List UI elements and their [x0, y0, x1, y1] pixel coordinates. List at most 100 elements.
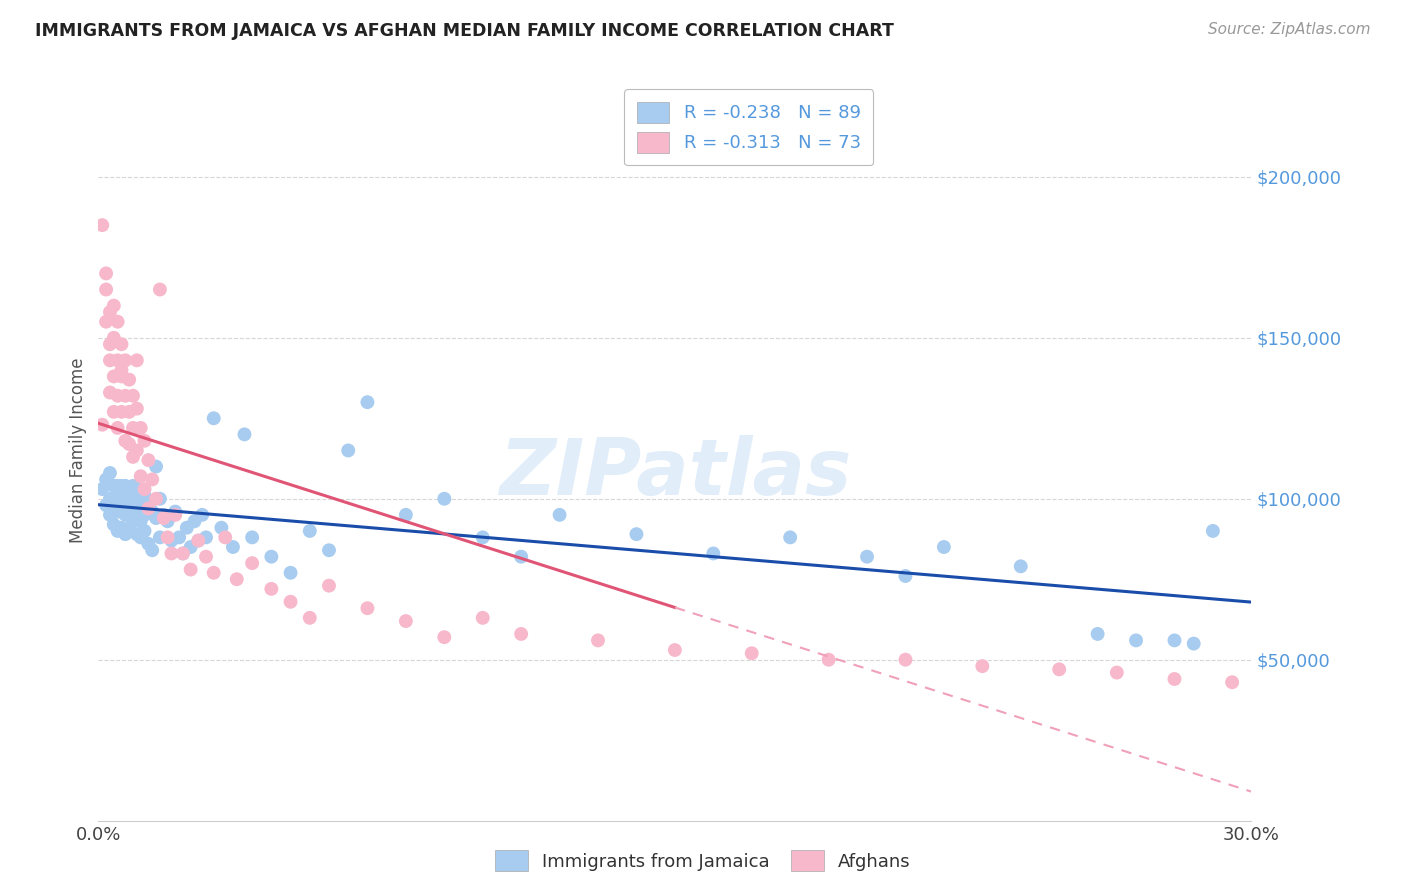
Point [134, 482, 156, 496]
Point [122, 421, 145, 435]
Point [195, 549, 218, 564]
Point [110, 495, 132, 509]
Point [118, 505, 141, 519]
Point [114, 491, 136, 506]
Point [586, 633, 609, 648]
Point [172, 546, 194, 560]
Point [138, 453, 160, 467]
Point [110, 501, 132, 516]
Point [125, 508, 148, 522]
Point [280, 566, 302, 580]
Point [240, 556, 263, 570]
Text: IMMIGRANTS FROM JAMAICA VS AFGHAN MEDIAN FAMILY INCOME CORRELATION CHART: IMMIGRANTS FROM JAMAICA VS AFGHAN MEDIAN… [35, 22, 894, 40]
Point [1010, 559, 1032, 574]
Point [356, 601, 378, 615]
Point [110, 485, 132, 500]
Point [138, 501, 160, 516]
Point [395, 614, 418, 628]
Point [856, 549, 879, 564]
Point [471, 530, 494, 544]
Point [1125, 633, 1147, 648]
Point [298, 611, 321, 625]
Point [318, 543, 340, 558]
Point [91, 482, 114, 496]
Point [98, 385, 121, 400]
Point [817, 653, 839, 667]
Point [702, 546, 724, 560]
Point [510, 627, 533, 641]
Point [107, 315, 129, 329]
Point [129, 421, 152, 435]
Text: Source: ZipAtlas.com: Source: ZipAtlas.com [1208, 22, 1371, 37]
Point [145, 511, 167, 525]
Point [337, 443, 360, 458]
Point [129, 469, 152, 483]
Point [1202, 524, 1225, 538]
Point [125, 401, 148, 416]
Point [94, 267, 117, 281]
Point [195, 530, 218, 544]
Point [122, 495, 145, 509]
Point [626, 527, 648, 541]
Point [1087, 627, 1109, 641]
Point [110, 363, 132, 377]
Point [125, 527, 148, 541]
Point [202, 411, 225, 425]
Point [1105, 665, 1128, 680]
Point [125, 443, 148, 458]
Point [176, 521, 198, 535]
Point [1220, 675, 1243, 690]
Point [191, 508, 214, 522]
Point [152, 511, 174, 525]
Point [103, 501, 125, 516]
Point [103, 479, 125, 493]
Point [167, 530, 190, 544]
Point [103, 369, 125, 384]
Point [110, 521, 132, 535]
Point [156, 514, 179, 528]
Point [141, 505, 163, 519]
Point [107, 505, 129, 519]
Point [1163, 633, 1185, 648]
Point [172, 546, 194, 560]
Point [94, 315, 117, 329]
Point [471, 611, 494, 625]
Point [134, 524, 156, 538]
Point [260, 582, 283, 596]
Point [129, 495, 152, 509]
Legend: R = -0.238   N = 89, R = -0.313   N = 73: R = -0.238 N = 89, R = -0.313 N = 73 [624, 89, 873, 165]
Point [222, 540, 245, 554]
Point [1182, 637, 1205, 651]
Point [280, 595, 302, 609]
Point [103, 405, 125, 419]
Point [122, 514, 145, 528]
Point [149, 283, 172, 297]
Point [107, 421, 129, 435]
Point [187, 533, 209, 548]
Point [932, 540, 955, 554]
Point [180, 540, 202, 554]
Point [1163, 672, 1185, 686]
Point [122, 389, 145, 403]
Point [165, 508, 187, 522]
Point [125, 491, 148, 506]
Point [98, 466, 121, 480]
Point [972, 659, 994, 673]
Point [98, 353, 121, 368]
Point [894, 653, 917, 667]
Point [202, 566, 225, 580]
Point [145, 491, 167, 506]
Point [225, 572, 247, 586]
Point [118, 437, 141, 451]
Point [138, 498, 160, 512]
Point [118, 373, 141, 387]
Point [118, 498, 141, 512]
Point [510, 549, 533, 564]
Point [122, 479, 145, 493]
Point [156, 530, 179, 544]
Point [103, 495, 125, 509]
Point [110, 337, 132, 351]
Point [122, 450, 145, 464]
Point [260, 549, 283, 564]
Point [125, 353, 148, 368]
